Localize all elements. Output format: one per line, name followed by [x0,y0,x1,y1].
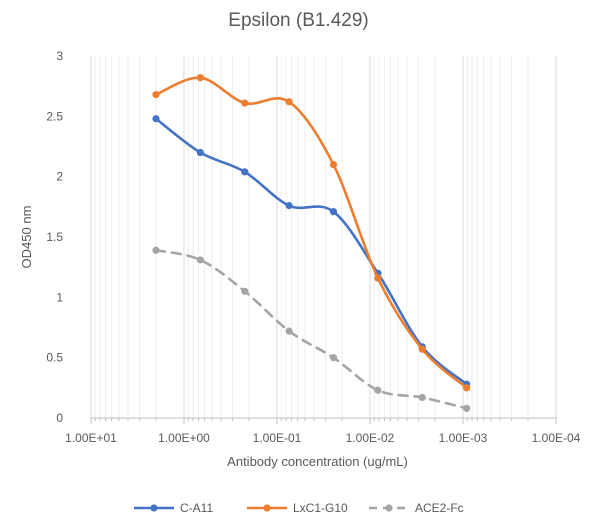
legend-marker [263,504,271,512]
x-tick-label: 1.00E-04 [532,431,581,445]
data-point [329,161,338,169]
data-point [374,274,382,282]
legend-label: LxC1-G10 [293,501,348,515]
y-tick-label: 1 [56,290,63,304]
data-point [241,287,249,295]
data-point [152,115,160,123]
y-tick-label: 1.5 [46,230,63,244]
y-axis-title: OD450 nm [19,206,34,269]
legend-marker [150,504,158,512]
data-point [152,246,160,254]
legend-label: C-A11 [180,501,213,515]
data-point [418,393,426,402]
y-tick-label: 2.5 [46,109,63,123]
series-line [154,248,468,410]
data-series [152,74,471,412]
legend-item: LxC1-G10 [247,501,348,515]
data-point [285,327,293,335]
data-point [329,354,338,362]
y-tick-label: 3 [56,49,63,63]
chart-title: Epsilon (B1.429) [228,10,369,31]
data-point [285,98,293,106]
data-point [196,256,204,264]
legend: C-A11 LxC1-G10 ACE2-Fc [134,501,464,515]
data-point [241,168,249,176]
data-point [329,208,338,216]
x-tick-label: 1.00E+01 [65,431,117,445]
data-point [463,384,471,392]
series-ace2-fc [152,246,471,412]
data-point [418,345,426,353]
x-tick-label: 1.00E-01 [253,431,302,445]
x-tick-label: 1.00E+00 [158,431,210,445]
y-tick-label: 2 [56,170,63,184]
data-point [463,404,471,412]
x-tick-label: 1.00E-03 [439,431,488,445]
data-point [152,91,160,99]
gridlines [90,56,557,418]
x-tick-label: 1.00E-02 [346,431,395,445]
series-line [154,117,468,386]
tick-labels: 1.00E+01 1.00E+00 1.00E-01 1.00E-02 1.00E-03… [46,49,580,445]
x-axis-title: Antibody concentration (ug/mL) [227,454,408,469]
y-tick-label: 0.5 [46,351,63,365]
data-point [285,202,293,210]
data-point [374,386,382,394]
legend-marker [385,504,393,512]
legend-label: ACE2-Fc [415,501,464,515]
legend-item: ACE2-Fc [369,501,464,515]
data-point [241,99,249,107]
series-lxc1-g10 [152,74,471,392]
data-point [196,74,204,82]
series-line [154,76,468,390]
axes [90,417,557,424]
data-point [196,148,204,157]
y-tick-label: 0 [56,411,63,425]
legend-item: C-A11 [134,501,213,515]
